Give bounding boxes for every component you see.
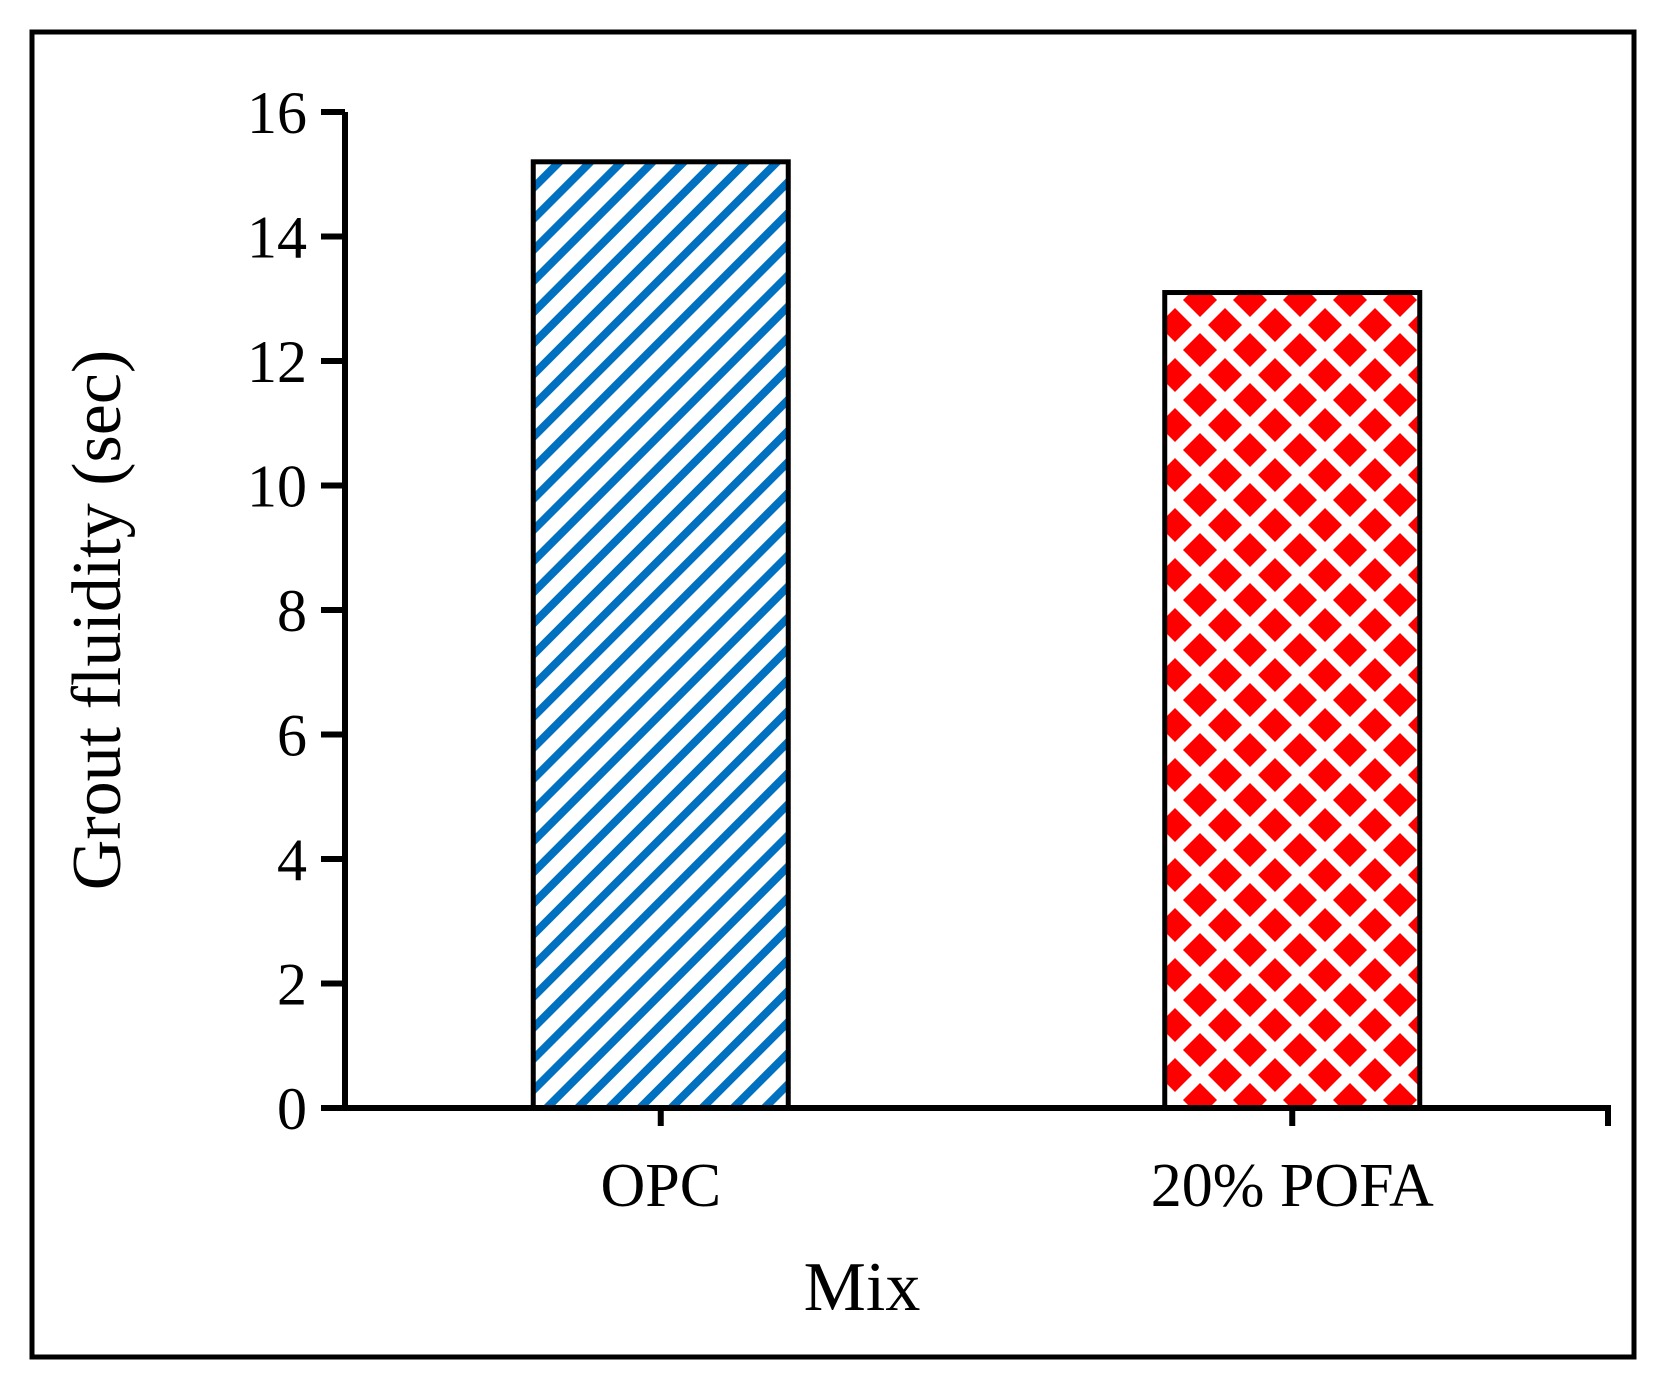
y-tick-label: 12: [247, 329, 307, 395]
axes-layer: [321, 109, 1611, 1126]
x-tick-label: OPC: [600, 1152, 721, 1220]
y-tick-label: 2: [277, 952, 307, 1018]
y-tick-label: 8: [277, 578, 307, 644]
y-tick-label: 4: [277, 827, 307, 893]
y-tick-label: 0: [277, 1076, 307, 1142]
bars-layer: [530, 159, 1423, 1111]
bar-opc: [530, 159, 791, 1111]
y-axis-title: Grout fluidity (sec): [59, 350, 136, 890]
y-tick-label: 14: [247, 205, 307, 271]
x-tick-label: 20% POFA: [1151, 1152, 1434, 1220]
y-tick-label: 16: [247, 80, 307, 146]
y-tick-label: 10: [247, 454, 307, 520]
bar-pofa: [1162, 290, 1423, 1111]
labels-layer: OPC 20% POFA 0 2 4 6 8 10 12 14 16: [247, 80, 1434, 1220]
y-tick-label: 6: [277, 703, 307, 769]
x-axis-title: Mix: [804, 1249, 921, 1326]
